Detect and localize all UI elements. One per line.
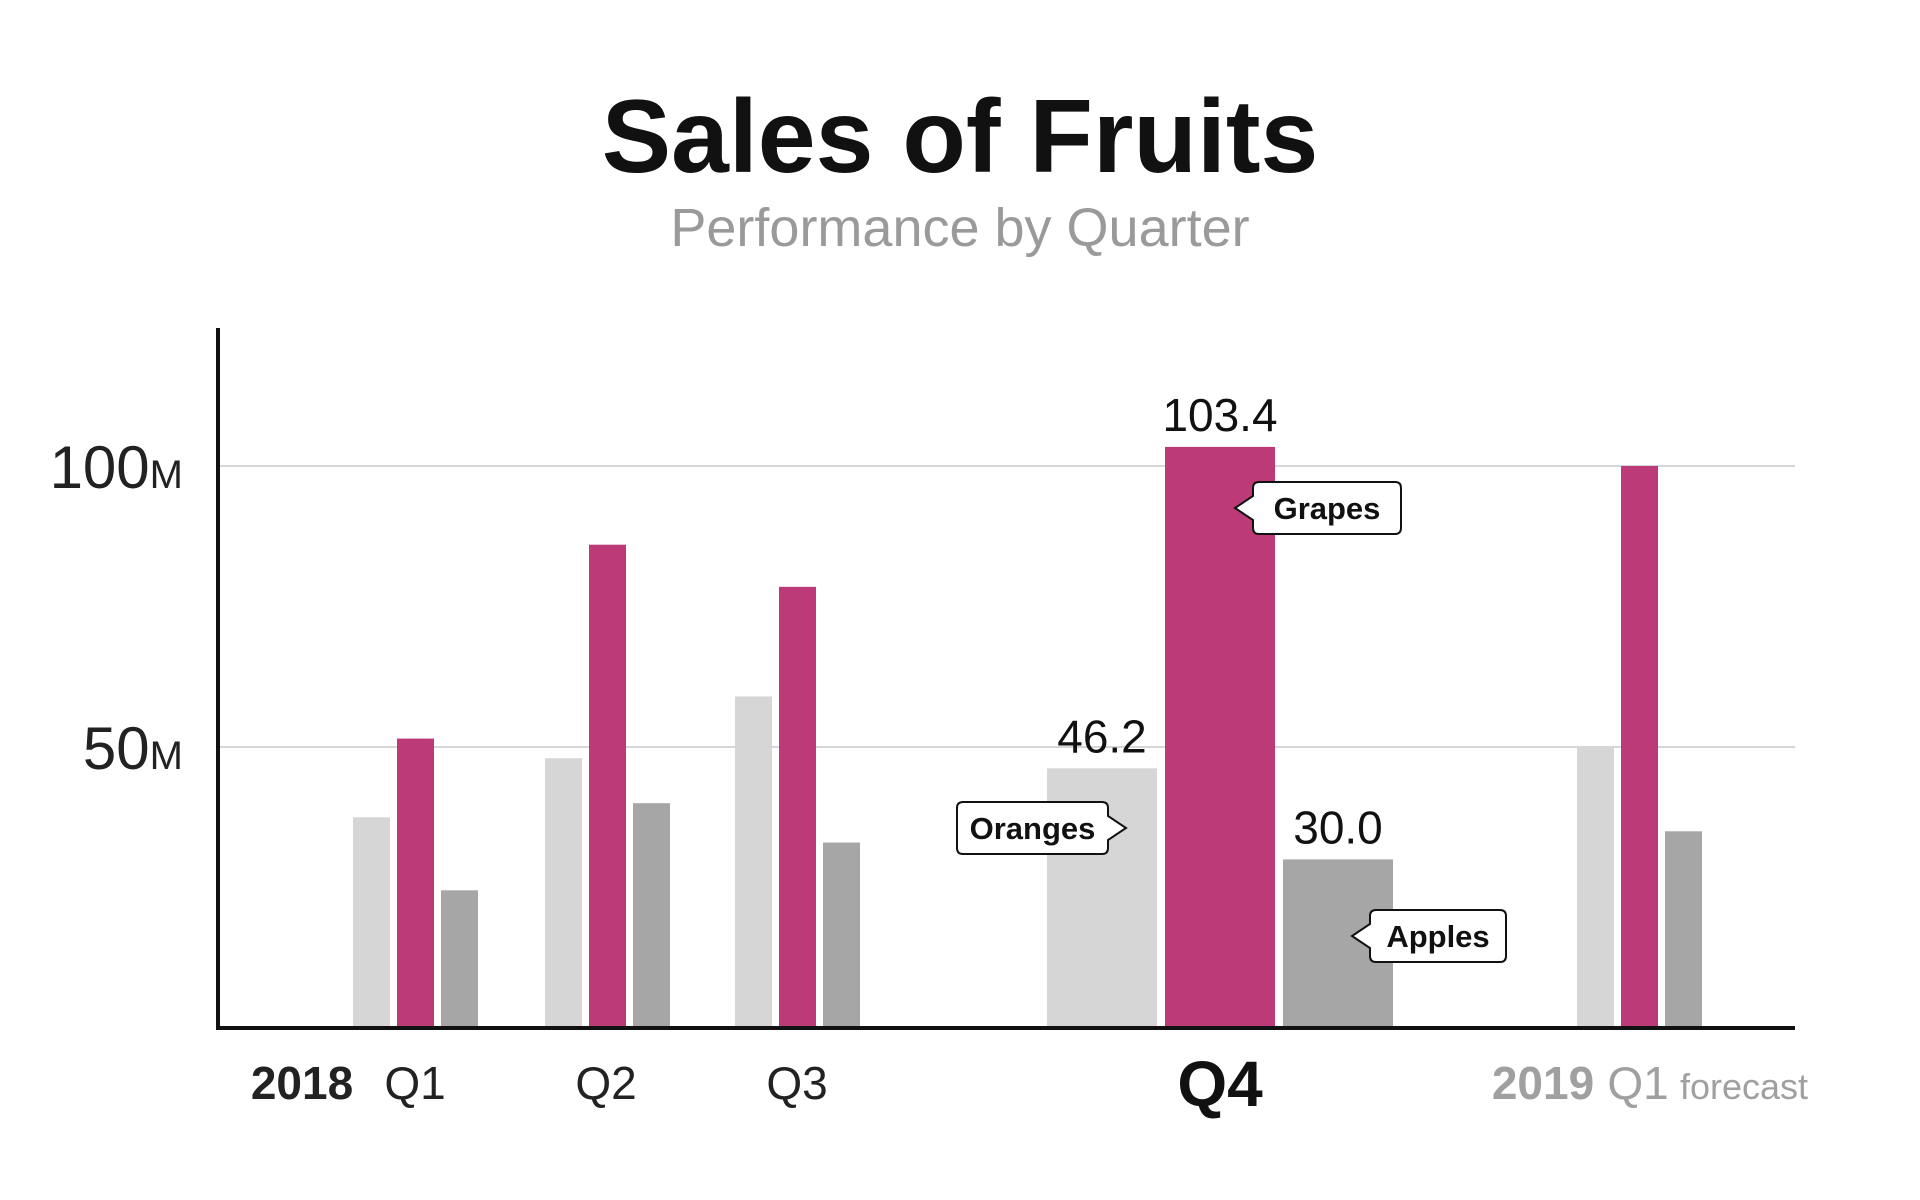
callout-oranges: Oranges (956, 801, 1128, 855)
x-tick-label: Q2 (575, 1057, 636, 1109)
value-label: 103.4 (1162, 389, 1277, 441)
x-tick-label: Q4 (1177, 1048, 1263, 1120)
x-tick-label: Q1 (1607, 1057, 1668, 1109)
value-label: 46.2 (1057, 710, 1147, 762)
bar-apples-q1 (441, 890, 478, 1028)
axes (216, 328, 1795, 1030)
gridlines (218, 465, 1795, 748)
value-label: 30.0 (1293, 801, 1383, 853)
year-label: 2018 (251, 1057, 353, 1109)
y-tick-number: 50 (83, 715, 150, 782)
forecast-label: forecast (1680, 1066, 1808, 1107)
y-tick-unit: M (150, 453, 183, 497)
x-tick-label: Q3 (766, 1057, 827, 1109)
bar-grapes-q4 (1165, 446, 1275, 1029)
bar-grapes-q2 (589, 544, 626, 1028)
callout-apples: Apples (1350, 909, 1507, 963)
bar-oranges-q2 (545, 758, 582, 1028)
year-label: 2019 (1492, 1057, 1594, 1109)
bar-grapes-q1 (397, 738, 434, 1028)
callout-text: Oranges (970, 811, 1096, 846)
chart-title: Sales of Fruits (602, 79, 1319, 195)
chart-subtitle: Performance by Quarter (670, 198, 1249, 258)
callout-box (1350, 909, 1507, 963)
y-tick-label: 100M (50, 434, 183, 501)
bar-oranges-q3 (735, 696, 772, 1028)
bar-apples-q1-forecast (1665, 831, 1702, 1028)
bar-oranges-q1-forecast (1577, 747, 1614, 1028)
y-tick-number: 100 (50, 434, 150, 501)
callout-box (956, 801, 1128, 855)
callout-grapes: Grapes (1233, 481, 1402, 535)
bar-grapes-q1-forecast (1621, 466, 1658, 1028)
bar-oranges-q1 (353, 817, 390, 1028)
y-tick-unit: M (150, 734, 183, 778)
bars (353, 446, 1702, 1029)
callout-text: Apples (1386, 919, 1489, 954)
bar-apples-q3 (823, 842, 860, 1028)
callout-text: Grapes (1274, 491, 1381, 526)
axis-line (216, 328, 1795, 1030)
callout-box (1233, 481, 1402, 535)
bar-grapes-q3 (779, 586, 816, 1028)
y-tick-label: 50M (83, 715, 183, 782)
x-tick-label: Q1 (384, 1057, 445, 1109)
bar-apples-q2 (633, 803, 670, 1028)
